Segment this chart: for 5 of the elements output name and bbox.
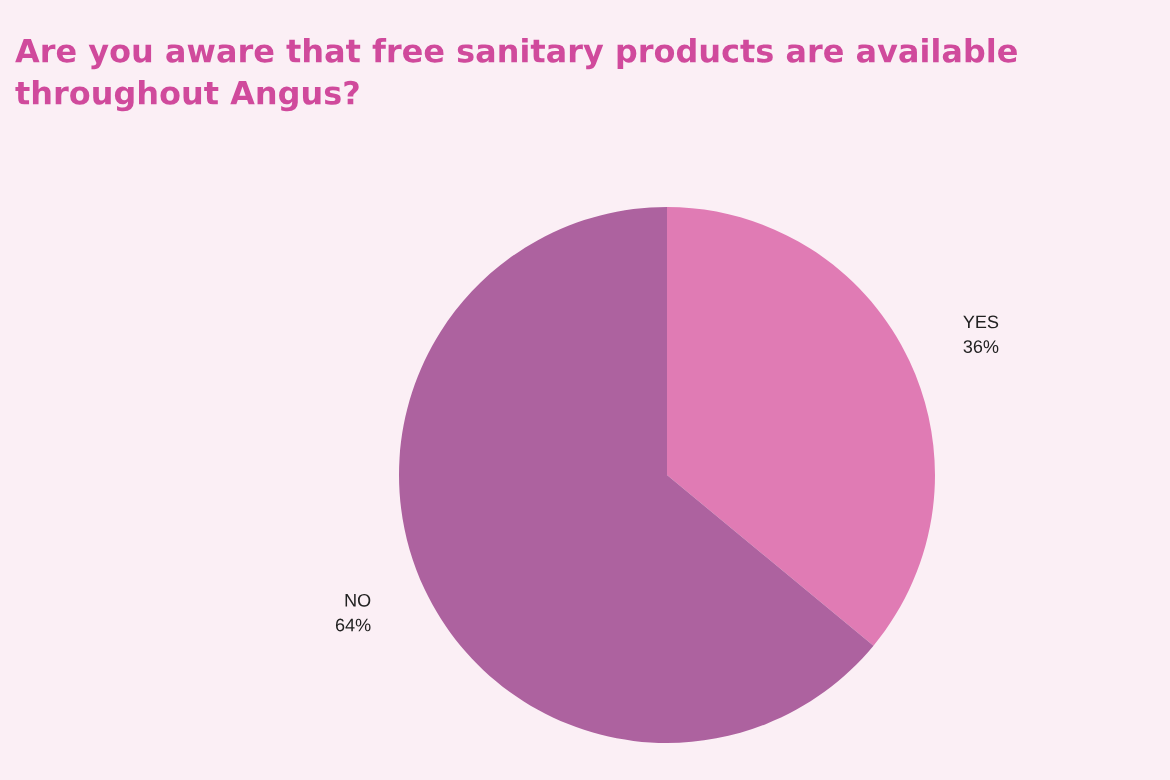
slice-label: YES <box>963 315 999 329</box>
data-label: 64% <box>335 618 371 632</box>
chart-title: Are you aware that free sanitary products are available throughout Angus? <box>15 38 1017 112</box>
data-label: 36% <box>963 340 999 353</box>
slice-label: NO <box>345 593 371 607</box>
